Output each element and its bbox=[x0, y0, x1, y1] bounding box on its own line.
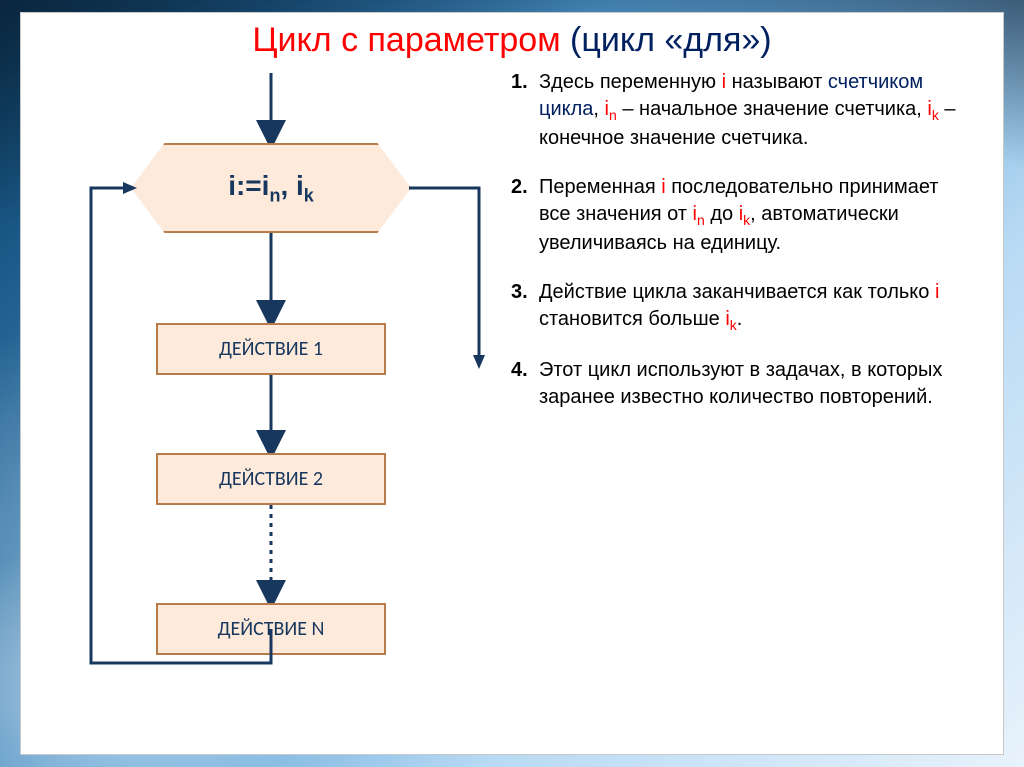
item1-text: Здесь переменную i называют счетчиком ци… bbox=[539, 69, 975, 152]
hex-sub1: n bbox=[269, 185, 280, 205]
arrow-loopback bbox=[71, 183, 271, 683]
hex-mid: , i bbox=[280, 170, 303, 201]
item3-num: 3. bbox=[511, 279, 539, 335]
flowchart: i:=in, ik ДЕЙСТВИЕ 1 ДЕЙСТВИЕ 2 ДЕЙСТВИЕ… bbox=[31, 73, 511, 733]
item2-num: 2. bbox=[511, 174, 539, 257]
list-item-3: 3. Действие цикла заканчивается как толь… bbox=[511, 279, 975, 335]
title-part2: (цикл «для») bbox=[570, 21, 772, 59]
item3-text: Действие цикла заканчивается как только … bbox=[539, 279, 975, 335]
list-item-1: 1. Здесь переменную i называют счетчиком… bbox=[511, 69, 975, 152]
page-title: Цикл с параметром (цикл «для») bbox=[21, 21, 1003, 60]
content-panel: Цикл с параметром (цикл «для») i:=in, ik… bbox=[20, 12, 1004, 755]
item4-text: Этот цикл используют в задачах, в которы… bbox=[539, 357, 975, 411]
arrow-exit bbox=[409, 183, 499, 383]
title-part1: Цикл с параметром bbox=[252, 21, 570, 59]
list-item-2: 2. Переменная i последовательно принимае… bbox=[511, 174, 975, 257]
item2-text: Переменная i последовательно принимает в… bbox=[539, 174, 975, 257]
item4-num: 4. bbox=[511, 357, 539, 411]
description-list: 1. Здесь переменную i называют счетчиком… bbox=[511, 69, 975, 433]
arrow-entry bbox=[267, 73, 275, 143]
hex-sub2: k bbox=[304, 185, 314, 205]
item1-num: 1. bbox=[511, 69, 539, 152]
list-item-4: 4. Этот цикл используют в задачах, в кот… bbox=[511, 357, 975, 411]
